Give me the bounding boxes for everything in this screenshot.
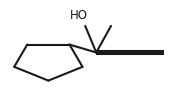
Text: HO: HO xyxy=(70,9,88,22)
